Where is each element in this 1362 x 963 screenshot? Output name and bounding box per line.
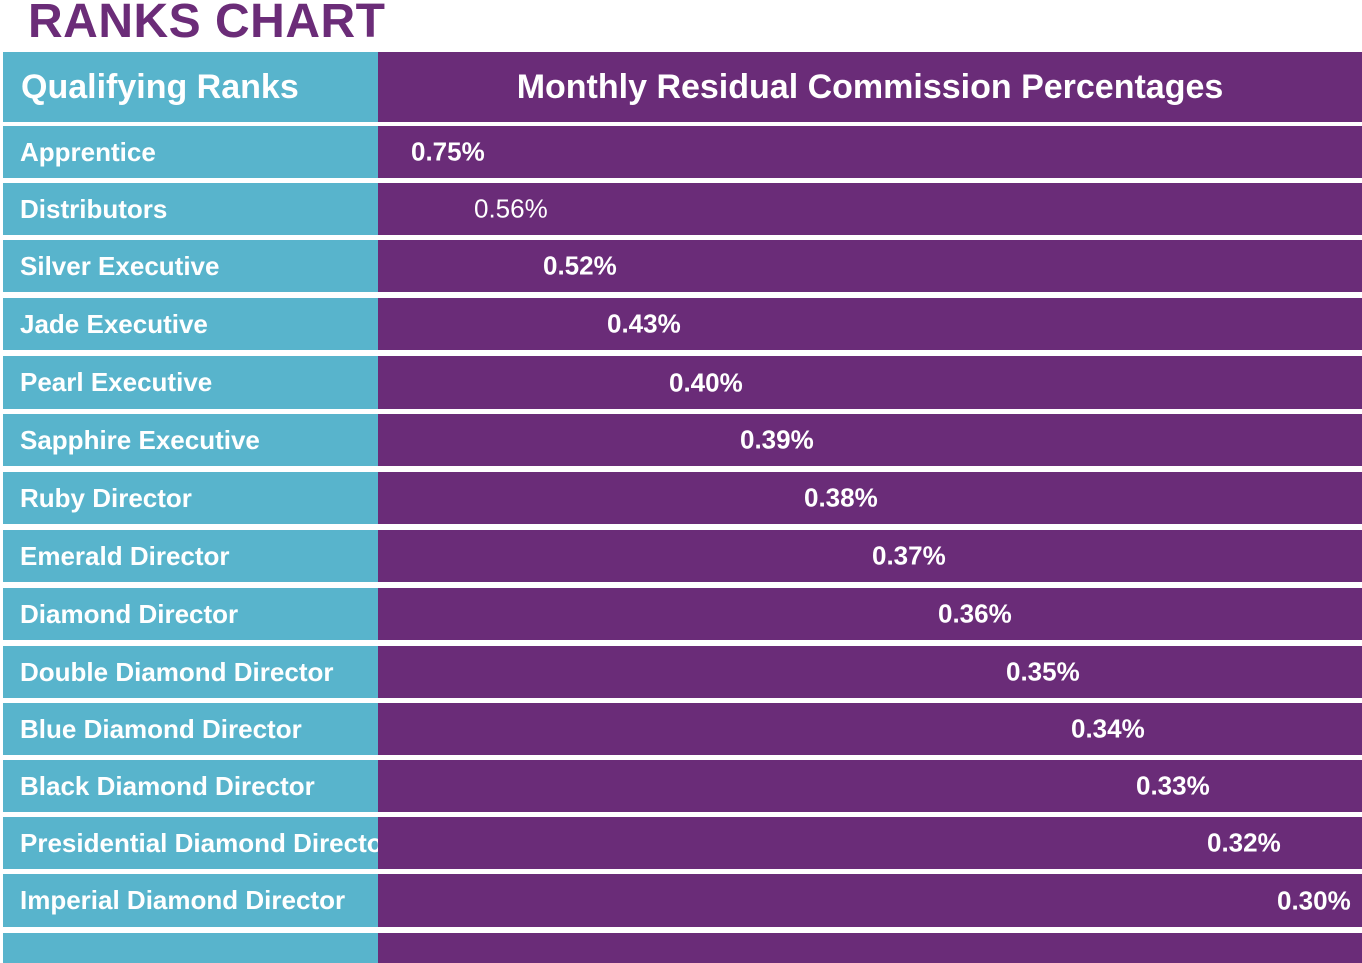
table-row: Distributors 0.56%: [3, 183, 1362, 235]
table-row: Double Diamond Director 0.35%: [3, 646, 1362, 698]
rank-name: Double Diamond Director: [3, 646, 378, 698]
percent-cell: 0.56%: [378, 183, 1362, 235]
rank-name: Imperial Diamond Director: [3, 874, 378, 927]
rank-name-empty: [3, 933, 378, 963]
table-row: Pearl Executive 0.40%: [3, 356, 1362, 409]
table-row: Apprentice 0.75%: [3, 126, 1362, 178]
table-row: Blue Diamond Director 0.34%: [3, 703, 1362, 755]
percent-cell: 0.35%: [378, 646, 1362, 698]
percent-cell: 0.33%: [378, 760, 1362, 812]
rank-name: Sapphire Executive: [3, 414, 378, 466]
table-row-empty: [3, 933, 1362, 963]
commission-percent: 0.56%: [474, 193, 548, 224]
table-row: Diamond Director 0.36%: [3, 588, 1362, 640]
rank-name: Distributors: [3, 183, 378, 235]
commission-percent: 0.39%: [740, 424, 814, 455]
rank-name: Apprentice: [3, 126, 378, 178]
rank-name: Diamond Director: [3, 588, 378, 640]
table-row: Sapphire Executive 0.39%: [3, 414, 1362, 466]
commission-percent: 0.52%: [543, 250, 617, 281]
header-qualifying-ranks: Qualifying Ranks: [3, 52, 378, 122]
percent-cell: 0.34%: [378, 703, 1362, 755]
percent-cell: 0.39%: [378, 414, 1362, 466]
percent-cell: 0.43%: [378, 298, 1362, 350]
table-row: Presidential Diamond Director 0.32%: [3, 817, 1362, 869]
table-row: Jade Executive 0.43%: [3, 298, 1362, 350]
commission-percent: 0.33%: [1136, 770, 1210, 801]
table-row: Imperial Diamond Director 0.30%: [3, 874, 1362, 927]
rank-name: Emerald Director: [3, 530, 378, 582]
table-row: Black Diamond Director 0.33%: [3, 760, 1362, 812]
rank-name: Silver Executive: [3, 240, 378, 292]
rank-name: Jade Executive: [3, 298, 378, 350]
commission-percent: 0.35%: [1006, 656, 1080, 687]
commission-percent: 0.38%: [804, 482, 878, 513]
percent-cell: 0.38%: [378, 472, 1362, 524]
table-row: Silver Executive 0.52%: [3, 240, 1362, 292]
commission-percent: 0.30%: [1277, 885, 1351, 915]
header-commission-percentages: Monthly Residual Commission Percentages: [378, 52, 1362, 122]
table-row: Emerald Director 0.37%: [3, 530, 1362, 582]
commission-percent: 0.43%: [607, 308, 681, 339]
percent-cell: 0.37%: [378, 530, 1362, 582]
rank-name: Black Diamond Director: [3, 760, 378, 812]
commission-percent: 0.36%: [938, 598, 1012, 629]
percent-cell: 0.40%: [378, 356, 1362, 409]
commission-percent: 0.40%: [669, 367, 743, 397]
rank-name: Ruby Director: [3, 472, 378, 524]
table-row: Ruby Director 0.38%: [3, 472, 1362, 524]
percent-cell: 0.52%: [378, 240, 1362, 292]
rank-name: Pearl Executive: [3, 356, 378, 409]
page-title: RANKS CHART: [28, 0, 386, 48]
table-header-row: Qualifying Ranks Monthly Residual Commis…: [3, 52, 1362, 122]
rank-name: Presidential Diamond Director: [3, 817, 393, 869]
percent-cell: 0.75%: [378, 126, 1362, 178]
rank-name: Blue Diamond Director: [3, 703, 378, 755]
percent-cell: 0.30%: [378, 874, 1362, 927]
commission-percent: 0.75%: [411, 136, 485, 167]
percent-cell: 0.36%: [378, 588, 1362, 640]
commission-percent: 0.34%: [1071, 713, 1145, 744]
percent-cell: 0.32%: [378, 817, 1362, 869]
commission-percent: 0.32%: [1207, 827, 1281, 858]
percent-cell-empty: [378, 933, 1362, 963]
commission-percent: 0.37%: [872, 540, 946, 571]
